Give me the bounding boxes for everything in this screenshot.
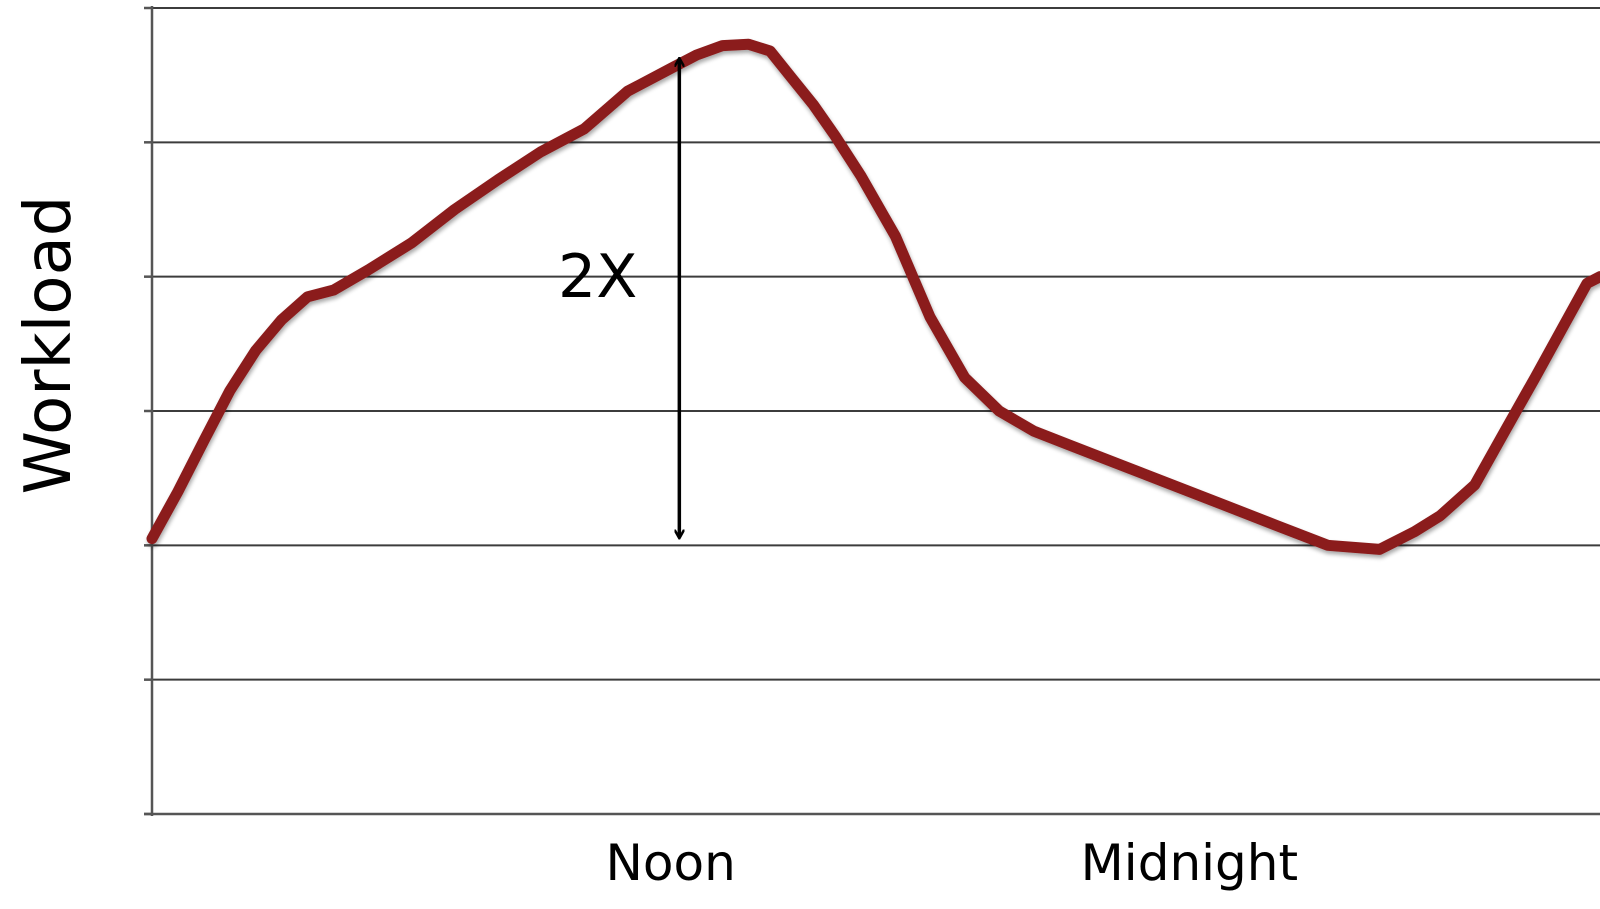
workload-series-line (146, 38, 1600, 555)
x-tick-label-midnight: Midnight (1081, 834, 1298, 892)
y-axis-label: Workload (12, 196, 86, 495)
annotation-label-2x: 2X (558, 242, 637, 312)
annotation-layer: 2X (558, 59, 679, 537)
axes (144, 6, 1600, 816)
series-layer (146, 38, 1600, 555)
labels-layer: Workload Noon Midnight (12, 196, 1298, 892)
x-tick-label-noon: Noon (606, 834, 736, 892)
gridlines (152, 7, 1600, 681)
